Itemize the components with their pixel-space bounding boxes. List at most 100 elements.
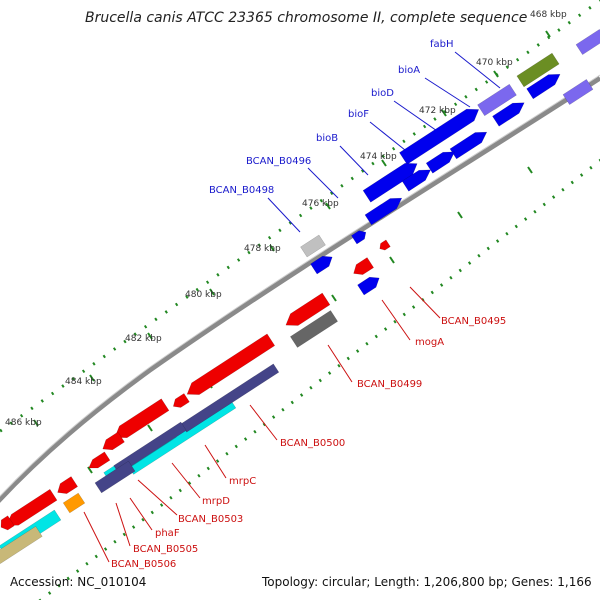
gene-feature [102, 431, 125, 451]
scale-dot [257, 243, 261, 247]
scale-dot [515, 57, 520, 62]
gene-label-bioF: bioF [348, 109, 369, 120]
scale-dot [422, 124, 427, 129]
label-connector [115, 502, 131, 547]
scale-dot [154, 317, 158, 322]
gene-label-phaF: phaF [155, 528, 180, 539]
scale-dot [103, 547, 108, 551]
scale-dot [393, 319, 397, 324]
scale-dot [57, 583, 61, 588]
tick-mark [545, 30, 551, 38]
scale-dot [164, 310, 168, 314]
scale-dot [150, 510, 154, 515]
gene-label-bioA: bioA [398, 65, 420, 76]
scale-dot [546, 35, 551, 40]
gene-label-fabH: fabH [430, 39, 454, 50]
scale-dot [205, 280, 210, 285]
scale-dot [526, 50, 530, 55]
scale-dot [187, 481, 192, 485]
tick-mark [389, 256, 395, 264]
scale-dot [495, 239, 500, 243]
gene-label-bioD: bioD [371, 88, 394, 99]
scale-dot [216, 273, 220, 277]
scale-dot [122, 532, 126, 537]
scale-dot [169, 495, 173, 500]
gene-label-BCAN_B0505: BCAN_B0505 [133, 544, 198, 555]
tick-mark [527, 166, 533, 174]
scale-dot [178, 488, 182, 493]
scale-dot [474, 87, 478, 92]
scale-dot [50, 391, 55, 396]
scale-dot [309, 385, 313, 390]
tick-mark [269, 244, 275, 252]
gene-feature [285, 292, 331, 326]
topology-text: Topology: circular; Length: 1,206,800 bp… [262, 575, 592, 589]
gene-feature [351, 230, 367, 245]
scale-dot [505, 65, 509, 69]
scale-dot [514, 224, 518, 229]
gene-feature [289, 310, 339, 348]
label-connectors [83, 51, 501, 563]
gene-label-BCAN_B0499: BCAN_B0499 [357, 379, 422, 390]
scale-dot [588, 6, 592, 10]
scale-dot [598, 158, 600, 163]
scale-dot [570, 180, 574, 185]
scale-dot [141, 517, 145, 522]
label-connector [83, 511, 110, 563]
gene-label-mrpD: mrpD [202, 496, 230, 507]
scale-dot [102, 354, 106, 359]
scale-dot [40, 399, 44, 403]
tick-mark [493, 70, 499, 78]
label-connector [129, 497, 153, 531]
gene-feature [425, 151, 455, 174]
scale-dot [536, 43, 540, 47]
scale-dot [9, 421, 13, 425]
scale-dot [360, 169, 365, 173]
tick-mark [147, 424, 153, 432]
scale-dot [47, 591, 52, 595]
gene-feature [526, 73, 561, 100]
scale-dot [577, 13, 582, 18]
label-connector [339, 145, 369, 176]
gene-feature [364, 197, 403, 226]
scale-dot [374, 334, 378, 339]
gene-label-BCAN_B0500: BCAN_B0500 [280, 438, 345, 449]
scale-dot [234, 444, 238, 449]
scale-dot [131, 525, 136, 529]
label-connector [204, 444, 227, 479]
scale-dot [412, 132, 416, 136]
label-connector [454, 51, 501, 89]
tick-label-468: 468 kbp [530, 10, 567, 20]
gene-feature [62, 492, 86, 514]
scale-dot [288, 221, 292, 225]
label-connector [249, 404, 278, 441]
gene-feature [362, 162, 418, 203]
scale-dot [75, 569, 80, 573]
scale-dot [350, 176, 354, 181]
tick-mark [457, 211, 463, 219]
scale-dot [299, 393, 304, 397]
gene-label-BCAN_B0496: BCAN_B0496 [246, 156, 311, 167]
scale-dot [133, 332, 137, 336]
label-connector [267, 197, 301, 233]
gene-feature [357, 276, 380, 296]
scale-dot [197, 473, 201, 478]
scale-dot [247, 250, 251, 255]
scale-dot [236, 258, 241, 262]
accession-text: Accession: NC_010104 [10, 575, 147, 589]
scale-dot [458, 268, 462, 273]
scale-dot [542, 202, 546, 207]
scale-dot [243, 437, 248, 441]
scale-dot [551, 195, 556, 199]
scale-dot [267, 235, 272, 240]
label-connector [393, 100, 441, 134]
tick-mark [33, 419, 39, 427]
scale-dot [477, 253, 481, 258]
scale-dot [402, 139, 406, 144]
gene-feature [57, 476, 79, 494]
gene-label-BCAN_B0498: BCAN_B0498 [209, 185, 274, 196]
label-connector [327, 344, 353, 383]
label-connector [307, 167, 339, 199]
map-title: Brucella canis ATCC 23365 chromosome II,… [85, 10, 528, 26]
